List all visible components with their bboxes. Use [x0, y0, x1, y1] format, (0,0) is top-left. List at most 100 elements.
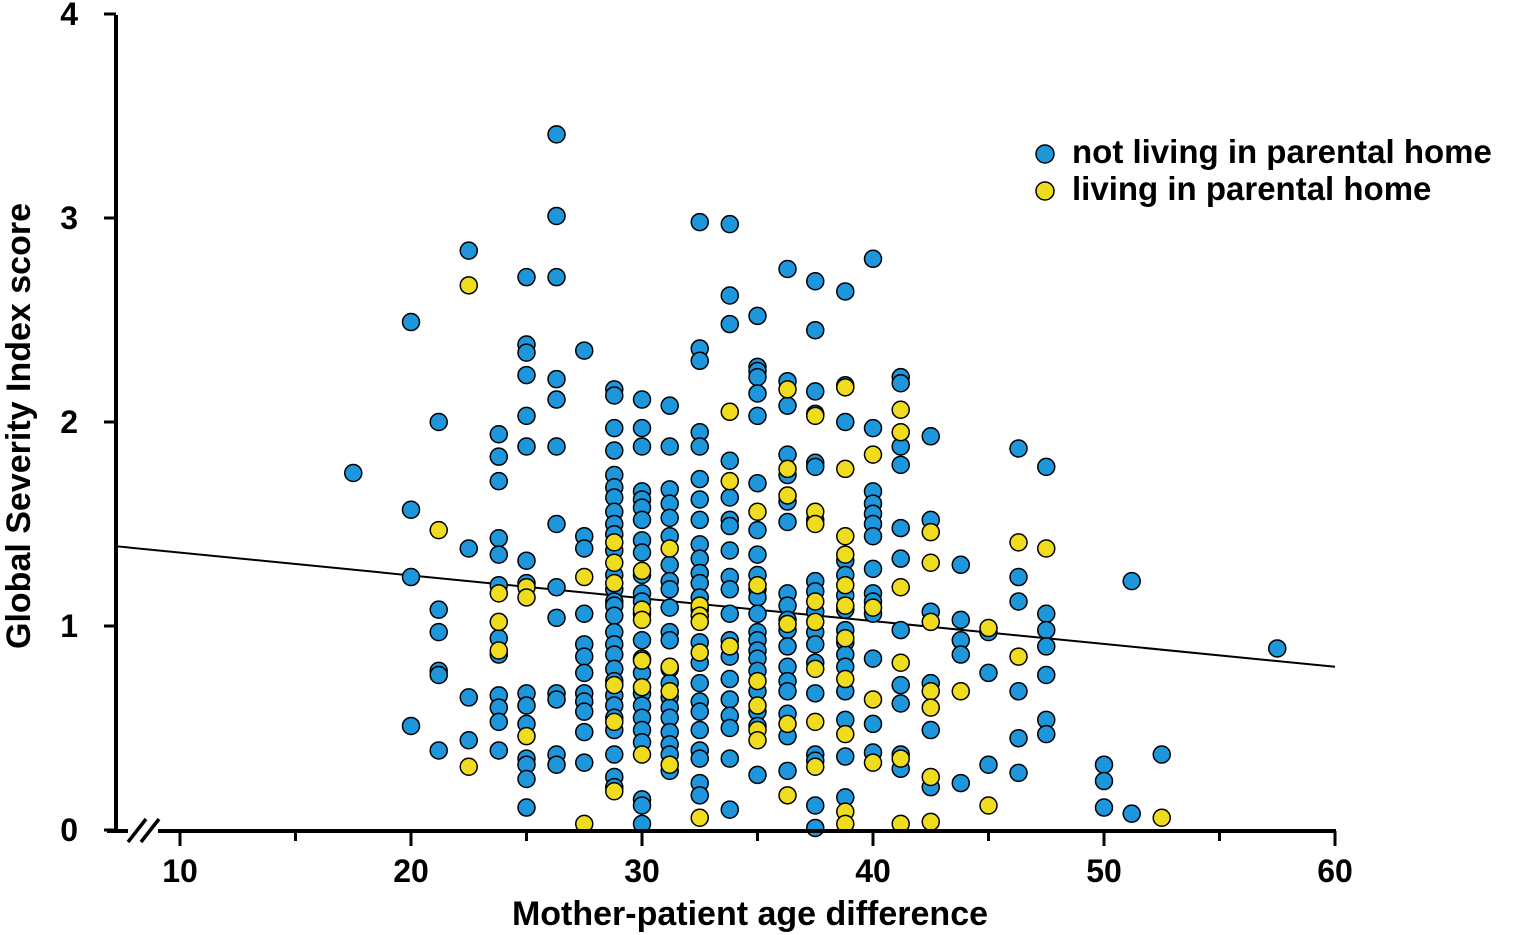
data-point — [836, 282, 855, 301]
data-point — [720, 402, 740, 422]
data-point — [921, 682, 940, 701]
data-point — [891, 577, 910, 597]
data-point — [1122, 571, 1141, 591]
data-point — [660, 555, 679, 575]
data-point — [429, 741, 448, 760]
data-point — [547, 608, 566, 628]
data-point — [429, 600, 448, 619]
x-tick-label-10: 10 — [162, 853, 198, 889]
y-tick-label-2: 2 — [60, 404, 78, 440]
data-point — [836, 596, 855, 615]
data-point — [1009, 728, 1028, 748]
data-point — [605, 533, 624, 552]
data-point — [605, 606, 624, 626]
data-point — [1009, 439, 1028, 458]
data-point — [632, 745, 652, 764]
data-point — [489, 584, 509, 603]
data-point — [459, 539, 478, 558]
data-point — [1009, 682, 1028, 701]
data-point — [489, 641, 509, 660]
data-point — [690, 469, 709, 489]
data-point — [1009, 567, 1028, 587]
data-point — [836, 575, 855, 595]
data-point — [547, 514, 566, 534]
legend-marker-not-living — [1035, 144, 1055, 164]
data-point — [1037, 604, 1056, 624]
data-point — [1037, 457, 1056, 477]
data-point — [720, 314, 740, 334]
data-point — [660, 396, 679, 415]
data-point — [720, 516, 740, 536]
data-point — [575, 663, 594, 683]
data-point — [632, 390, 652, 409]
data-point — [778, 637, 797, 656]
data-point — [459, 276, 478, 295]
data-point — [632, 418, 652, 438]
data-point — [605, 781, 624, 801]
data-point — [690, 720, 709, 740]
data-point — [605, 573, 624, 593]
data-point — [921, 522, 940, 542]
data-point — [806, 592, 825, 611]
data-point — [517, 588, 536, 607]
data-point — [748, 671, 767, 691]
data-point — [836, 724, 855, 744]
data-point — [489, 447, 509, 466]
data-point — [806, 612, 825, 632]
data-point — [1094, 771, 1114, 791]
data-point — [605, 386, 624, 405]
data-point — [836, 526, 855, 546]
legend-label-living: living in parental home — [1072, 170, 1431, 207]
axis-break-mark-left — [126, 817, 148, 844]
data-point — [517, 406, 536, 426]
data-point — [575, 604, 594, 624]
data-point — [778, 614, 797, 634]
data-point — [778, 512, 797, 532]
data-point — [517, 437, 536, 456]
data-point — [547, 577, 566, 597]
data-point — [979, 755, 998, 774]
data-point — [748, 696, 767, 715]
x-tick-label-50: 50 — [1086, 853, 1122, 889]
data-point — [547, 206, 566, 226]
data-point — [778, 380, 797, 399]
data-point — [979, 663, 998, 683]
data-point — [632, 437, 652, 456]
data-point — [720, 471, 740, 491]
data-point — [459, 757, 478, 777]
data-point — [863, 559, 883, 579]
data-point — [1152, 745, 1171, 764]
data-point — [660, 580, 679, 599]
data-point — [891, 400, 910, 420]
legend-marker-living — [1035, 181, 1055, 201]
data-point — [778, 682, 797, 701]
data-point — [401, 500, 421, 519]
data-point — [720, 690, 740, 709]
data-point — [575, 702, 594, 721]
data-point — [720, 604, 740, 624]
data-point — [547, 390, 566, 409]
data-point — [951, 682, 971, 701]
y-tick-label-0: 0 — [60, 812, 78, 848]
data-point — [921, 767, 940, 787]
data-point — [836, 412, 855, 432]
data-point — [836, 669, 855, 689]
x-axis-title: Mother-patient age difference — [512, 895, 988, 933]
data-point — [1094, 798, 1114, 817]
data-point — [632, 543, 652, 562]
data-point — [632, 677, 652, 697]
data-point — [951, 610, 971, 630]
data-point — [806, 796, 825, 815]
data-point — [720, 451, 740, 471]
data-point — [891, 653, 910, 672]
data-point — [836, 747, 855, 766]
data-point — [605, 675, 624, 695]
data-point — [979, 796, 998, 815]
data-point — [1037, 539, 1056, 558]
data-point — [690, 643, 709, 662]
x-tick-label-20: 20 — [393, 853, 429, 889]
data-point — [632, 561, 652, 581]
data-point — [891, 694, 910, 713]
x-tick-label-40: 40 — [855, 853, 891, 889]
data-point — [690, 673, 709, 693]
